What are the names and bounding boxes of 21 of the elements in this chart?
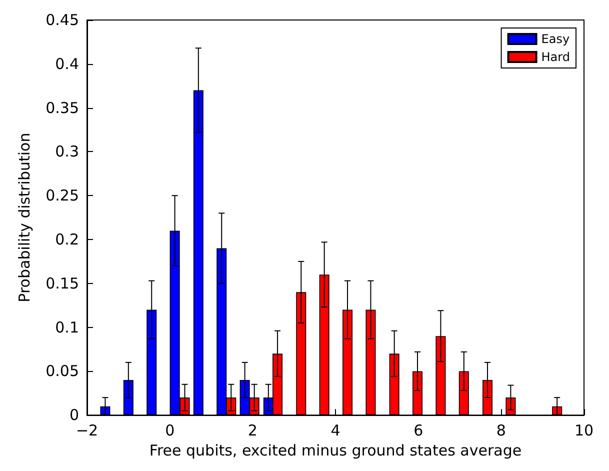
x-tick-label: 0 <box>165 422 175 440</box>
y-tick-label: 0.25 <box>46 186 79 205</box>
x-tick-label: 6 <box>414 422 424 440</box>
x-axis-title: Free qubits, excited minus ground states average <box>149 442 522 460</box>
y-tick-label: 0.2 <box>55 230 79 248</box>
y-tick-label: 0.05 <box>46 362 79 380</box>
legend-label: Hard <box>541 50 570 64</box>
y-axis-title: Probability distribution <box>16 132 34 302</box>
y-tick-label: 0.15 <box>46 274 79 292</box>
x-tick-label: −2 <box>76 422 98 440</box>
y-tick-label: 0 <box>69 406 79 424</box>
y-tick-label: 0.45 <box>46 11 79 29</box>
x-tick-label: 2 <box>248 422 258 440</box>
x-tick-label: 10 <box>574 422 594 440</box>
x-tick-label: 4 <box>330 422 340 440</box>
y-tick-label: 0.4 <box>55 54 79 73</box>
legend-label: Easy <box>541 32 570 46</box>
x-tick-label: 8 <box>496 422 506 440</box>
y-tick-label: 0.3 <box>55 142 79 161</box>
y-tick-label: 0.35 <box>46 98 79 117</box>
y-tick-label: 0.1 <box>55 318 79 336</box>
